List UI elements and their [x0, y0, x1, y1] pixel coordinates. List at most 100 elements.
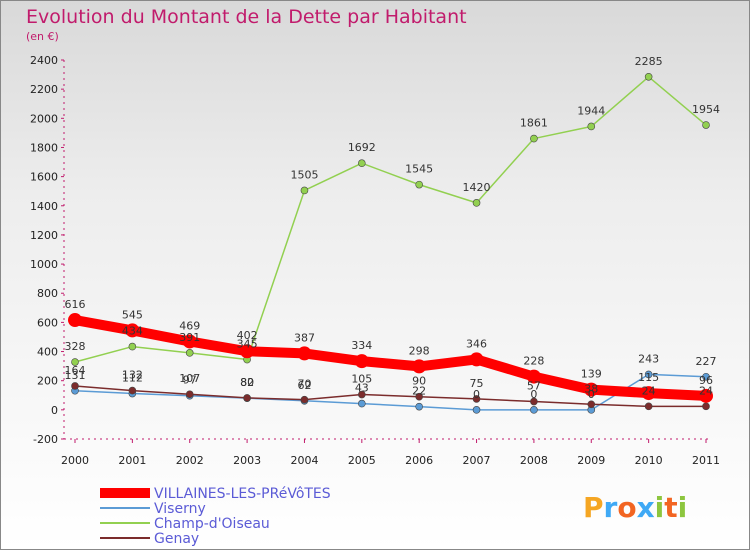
data-label: 0	[473, 388, 480, 401]
data-label: 1692	[348, 141, 376, 154]
data-point	[644, 370, 653, 379]
logo-text: Proxiti	[583, 491, 687, 524]
data-label: 57	[527, 380, 541, 393]
data-label: 1861	[520, 117, 548, 130]
y-tick-label: 2000	[30, 112, 58, 125]
legend-label: Viserny	[154, 501, 206, 517]
data-label: 1944	[577, 104, 605, 117]
data-label: 107	[179, 372, 200, 385]
data-label: 391	[179, 331, 200, 344]
data-label: 105	[351, 373, 372, 386]
data-point	[185, 349, 194, 357]
legend: VILLAINES-LES-PRéVôTESVisernyChamp-d'Ois…	[100, 486, 331, 547]
data-point	[472, 199, 481, 207]
data-point	[125, 323, 140, 338]
x-tick-label: 2002	[176, 454, 204, 467]
legend-label: VILLAINES-LES-PRéVôTES	[154, 486, 331, 502]
data-label: 227	[696, 355, 717, 368]
data-label: 112	[122, 372, 143, 385]
data-label: 115	[638, 371, 659, 384]
data-label: 434	[122, 325, 143, 338]
data-label: 80	[240, 376, 254, 389]
data-label: 328	[65, 340, 86, 353]
data-point	[587, 122, 596, 131]
data-point	[469, 352, 484, 367]
data-label: 139	[581, 368, 602, 381]
data-label: 0	[530, 388, 537, 401]
series-line	[74, 385, 707, 408]
x-tick-label: 2008	[520, 454, 548, 467]
y-tick-label: 0	[51, 404, 58, 417]
data-label: 90	[412, 375, 426, 388]
data-label: 334	[351, 339, 372, 352]
data-point	[68, 313, 82, 328]
data-point	[702, 402, 710, 411]
y-tick-label: 600	[37, 316, 58, 329]
data-point	[644, 402, 653, 411]
x-tick-label: 2001	[118, 454, 146, 467]
data-label: 43	[355, 382, 369, 395]
data-point	[530, 397, 538, 406]
data-label: 24	[642, 384, 656, 397]
data-label: 402	[237, 329, 258, 342]
data-point	[300, 186, 309, 195]
data-label: 131	[65, 369, 86, 382]
data-point	[182, 334, 197, 349]
y-tick-label: 2400	[30, 54, 58, 67]
data-point	[358, 159, 366, 168]
data-point	[128, 342, 137, 351]
data-point	[641, 386, 656, 401]
y-tick-label: 1200	[30, 229, 58, 242]
data-point	[699, 388, 713, 403]
y-tick-label: 2200	[30, 83, 58, 96]
data-label: 164	[65, 364, 86, 377]
data-point	[354, 354, 369, 369]
data-label: 75	[470, 377, 484, 390]
data-point	[128, 386, 137, 395]
data-label: 38	[584, 382, 598, 395]
x-tick-label: 2007	[463, 454, 491, 467]
chart-title: Evolution du Montant de la Dette par Hab…	[26, 6, 467, 28]
data-point	[644, 72, 653, 81]
data-label: 1420	[463, 181, 491, 194]
data-point	[412, 359, 427, 374]
y-tick-label: 1400	[30, 200, 58, 213]
data-label: 228	[523, 355, 544, 368]
data-point	[526, 369, 541, 384]
y-tick-label: 1800	[30, 141, 58, 154]
x-tick-label: 2004	[290, 454, 318, 467]
x-tick-label: 2005	[348, 454, 376, 467]
data-point	[472, 395, 481, 403]
proxiti-logo: Proxiti	[583, 491, 687, 524]
series-line	[74, 76, 707, 363]
legend-label: Champ-d'Oiseau	[154, 516, 270, 532]
data-label: 2285	[635, 55, 663, 68]
axes: -200020040060080010001200140016001800200…	[30, 54, 720, 467]
y-tick-label: 200	[37, 375, 58, 388]
series-group	[68, 72, 713, 414]
x-tick-label: 2003	[233, 454, 261, 467]
x-tick-label: 2010	[635, 454, 663, 467]
data-point	[185, 390, 194, 399]
data-label: 346	[466, 337, 487, 350]
data-point	[243, 394, 251, 402]
data-label: 0	[588, 388, 595, 401]
data-point	[702, 372, 710, 381]
y-tick-label: 800	[37, 287, 58, 300]
data-label: 243	[638, 352, 659, 365]
data-label: 132	[122, 369, 143, 382]
x-tick-label: 2000	[61, 454, 89, 467]
data-label: 1545	[405, 163, 433, 176]
data-label: 24	[699, 384, 713, 397]
data-point	[702, 121, 710, 129]
data-point	[300, 395, 309, 404]
y-tick-label: -200	[33, 433, 58, 446]
data-label: 22	[412, 385, 426, 398]
data-label: 616	[65, 298, 86, 311]
data-point	[530, 406, 538, 414]
legend-label: Genay	[154, 531, 199, 547]
y-tick-label: 400	[37, 346, 58, 359]
